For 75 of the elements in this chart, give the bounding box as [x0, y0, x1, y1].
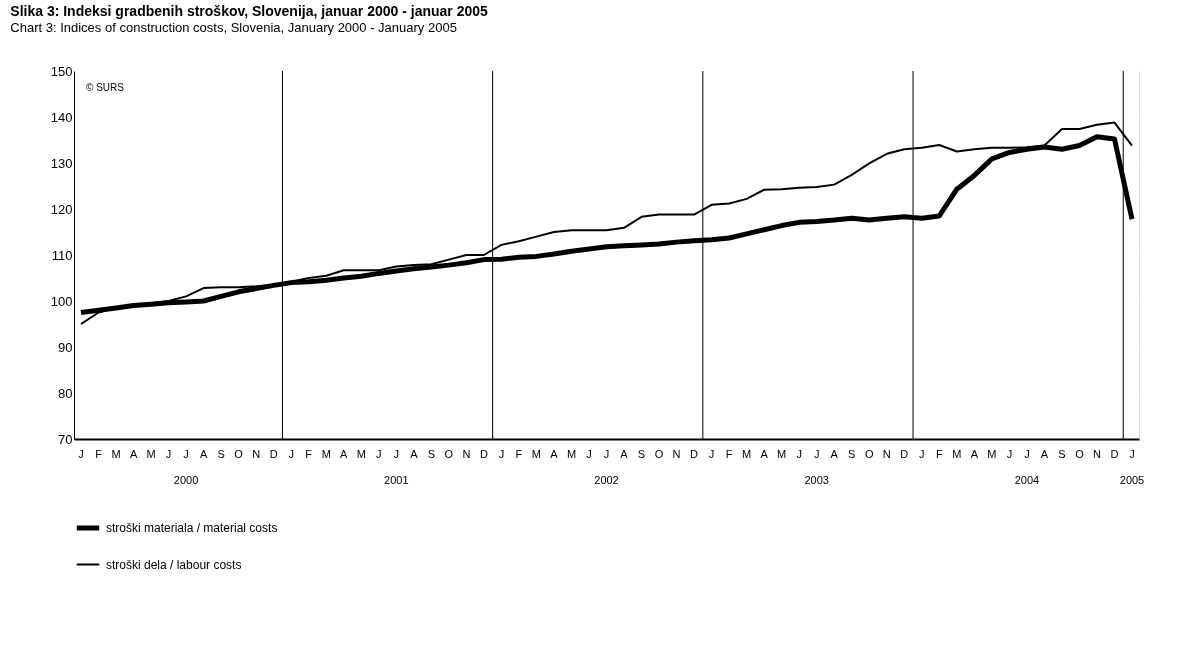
x-tick-label: F	[515, 448, 523, 460]
x-tick-label: F	[935, 448, 943, 460]
category-label: J 2004	[1014, 448, 1040, 486]
x-tick-label: A	[340, 448, 349, 460]
x-tick-label: M	[952, 448, 962, 460]
y-tick-label: 130	[50, 155, 73, 171]
x-tick-label: J	[165, 448, 172, 460]
y-tick-label: 140	[50, 109, 73, 125]
x-tick-label: A	[129, 448, 138, 460]
x-tick-label: M	[531, 448, 542, 460]
y-tick-label: 100	[50, 293, 73, 309]
x-tick-label: A	[970, 448, 979, 460]
legend-label: stroški materiala / material costs	[106, 521, 278, 535]
category-label: J 2002	[594, 448, 619, 486]
x-tick-label: S	[848, 448, 856, 460]
x-tick-label: J	[919, 448, 925, 460]
chart-subtitle: Chart 3: Indices of construction costs, Slovenia, January 2000 - January 2005	[10, 20, 457, 35]
x-tick-label: F	[725, 448, 733, 460]
legend-label: stroški dela / labour costs	[106, 557, 242, 572]
x-tick-label: N	[672, 448, 681, 460]
x-tick-label: A	[550, 448, 559, 460]
x-tick-label: J	[498, 448, 505, 460]
x-tick-label: O	[654, 448, 664, 460]
x-tick-label: M	[321, 448, 331, 460]
category-label: J 2003	[804, 448, 829, 486]
y-tick-label: 70	[58, 431, 73, 447]
x-tick-label: M	[356, 448, 366, 460]
category-label: J 2005	[1119, 448, 1145, 486]
x-tick-label: N	[252, 448, 261, 460]
x-tick-label: M	[742, 448, 752, 460]
x-tick-label: A	[760, 448, 769, 460]
y-tick-label: 150	[50, 63, 73, 79]
x-tick-label: J	[708, 448, 715, 460]
x-tick-label: S	[217, 448, 225, 460]
x-tick-label: A	[830, 448, 839, 460]
y-tick-label: 110	[51, 247, 73, 263]
y-tick-label: 80	[58, 385, 73, 401]
x-tick-label: A	[199, 448, 208, 460]
chart-title: Slika 3: Indeksi gradbenih stroškov, Slovenija, januar 2000 - januar 2005	[10, 3, 489, 19]
x-tick-label: D	[269, 448, 278, 460]
x-tick-label: O	[234, 448, 244, 460]
x-tick-label: M	[146, 448, 156, 460]
x-tick-label: N	[462, 448, 471, 460]
x-tick-label: J	[376, 448, 382, 460]
x-tick-label: F	[95, 448, 103, 460]
x-tick-label: O	[444, 448, 454, 460]
x-tick-label: F	[305, 448, 313, 460]
x-tick-label: J	[1006, 448, 1013, 460]
category-label: J 2000	[173, 448, 199, 486]
x-tick-label: D	[900, 448, 909, 460]
category-label: J 2001	[384, 448, 409, 486]
x-tick-label: A	[1040, 448, 1049, 460]
x-tick-label: J	[78, 448, 84, 460]
y-tick-label: 120	[50, 201, 73, 217]
x-tick-label: M	[111, 448, 121, 460]
x-tick-label: S	[427, 448, 436, 460]
x-tick-label: A	[410, 448, 419, 460]
x-tick-label: O	[864, 448, 874, 460]
x-tick-label: S	[637, 448, 646, 460]
x-tick-label: M	[566, 448, 577, 460]
x-tick-label: A	[620, 448, 629, 460]
x-tick-label: D	[690, 448, 699, 460]
annotation: © SURS	[86, 82, 125, 93]
y-tick-label: 90	[58, 339, 73, 355]
x-tick-label: J	[586, 448, 592, 460]
x-tick-label: D	[1110, 448, 1119, 460]
x-tick-label: O	[1075, 448, 1085, 460]
x-tick-label: M	[777, 448, 787, 460]
x-tick-label: J	[796, 448, 802, 460]
x-tick-label: S	[1058, 448, 1066, 460]
x-tick-label: N	[882, 448, 891, 460]
x-tick-label: N	[1092, 448, 1101, 460]
x-tick-label: D	[479, 448, 488, 460]
x-tick-label: J	[288, 448, 294, 460]
x-tick-label: M	[987, 448, 997, 460]
